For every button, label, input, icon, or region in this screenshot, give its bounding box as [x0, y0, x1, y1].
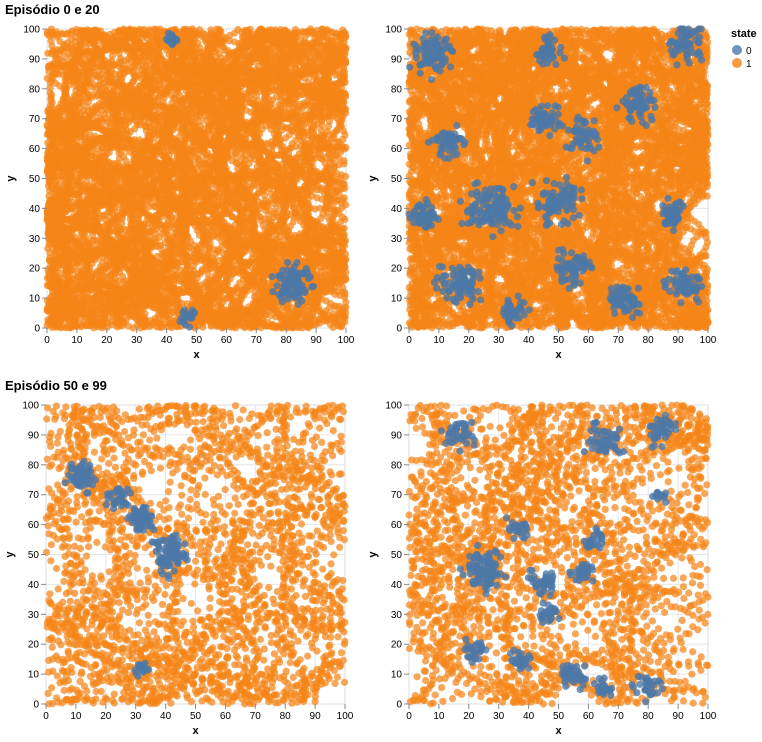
- legend-title: state: [731, 28, 757, 40]
- group-title-top: Episódio 0 e 20: [5, 2, 100, 17]
- legend-swatch-1: [732, 58, 742, 68]
- legend: state 0 1: [731, 28, 757, 70]
- panel-episode-0: 0 10 20 30 40 50 60 70 80 90 100x01020304050607080…: [5, 25, 355, 362]
- legend-swatch-0: [732, 45, 742, 55]
- group-title-bottom: Episódio 50 e 99: [5, 378, 107, 393]
- points: [43, 25, 350, 332]
- legend-label-0: 0: [746, 46, 752, 57]
- legend-label-1: 1: [746, 59, 752, 70]
